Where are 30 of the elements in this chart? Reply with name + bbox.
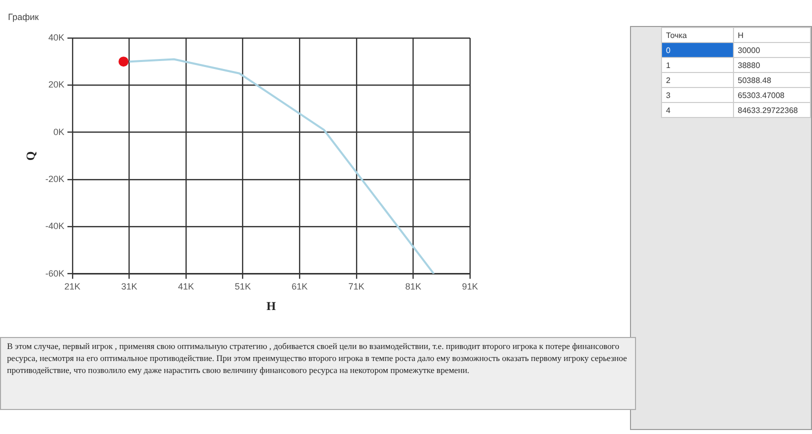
x-tick-label: 91K <box>462 282 478 292</box>
text: 38880 <box>733 58 810 72</box>
y-tick-label: 40K <box>48 32 64 42</box>
text: 3 <box>662 88 734 102</box>
text: 0 <box>662 42 734 58</box>
y-tick-label: -40K <box>45 221 64 232</box>
text: H <box>733 28 810 42</box>
y-tick-label: 20K <box>48 80 64 90</box>
text: 4 <box>662 102 734 118</box>
text: 84633.29722368 <box>733 102 810 118</box>
y-tick-label: -20K <box>45 174 64 184</box>
x-tick-label: 41K <box>178 282 194 292</box>
x-tick-label: 61K <box>292 282 308 292</box>
text: 65303.47008 <box>733 88 810 102</box>
x-axis-title: H <box>266 298 277 313</box>
text: 1 <box>662 58 734 72</box>
text: 2 <box>662 72 734 88</box>
x-tick-label: 51K <box>234 282 251 292</box>
x-tick-label: 71K <box>348 282 364 292</box>
chart-title: График <box>8 12 39 22</box>
text: 50388.48 <box>733 72 810 88</box>
y-axis-title: Q <box>23 151 38 161</box>
x-tick-label: 81K <box>405 282 422 292</box>
text: В этом случае, первый игрок , применяя свою оптимальную стратегию , добивается своей цели во взаимодействии, т.е. приводит второго игрока к потере финансового ресурса, несмотря на его оптимальное противодействие. При этом преимущество второго игрока в темпе роста дало ему возможность оказать первому игроку серьезное противодействие, что позволило ему даже нарастить свою величину финансового ресурса на некотором промежутке времени. <box>0 337 636 410</box>
y-tick-label: -60K <box>45 268 64 278</box>
text: Точка <box>662 28 734 42</box>
text: 30000 <box>733 42 810 58</box>
x-tick-label: 31K <box>121 282 138 292</box>
x-tick-label: 21K <box>64 282 80 292</box>
y-tick-label: 0K <box>53 126 64 137</box>
